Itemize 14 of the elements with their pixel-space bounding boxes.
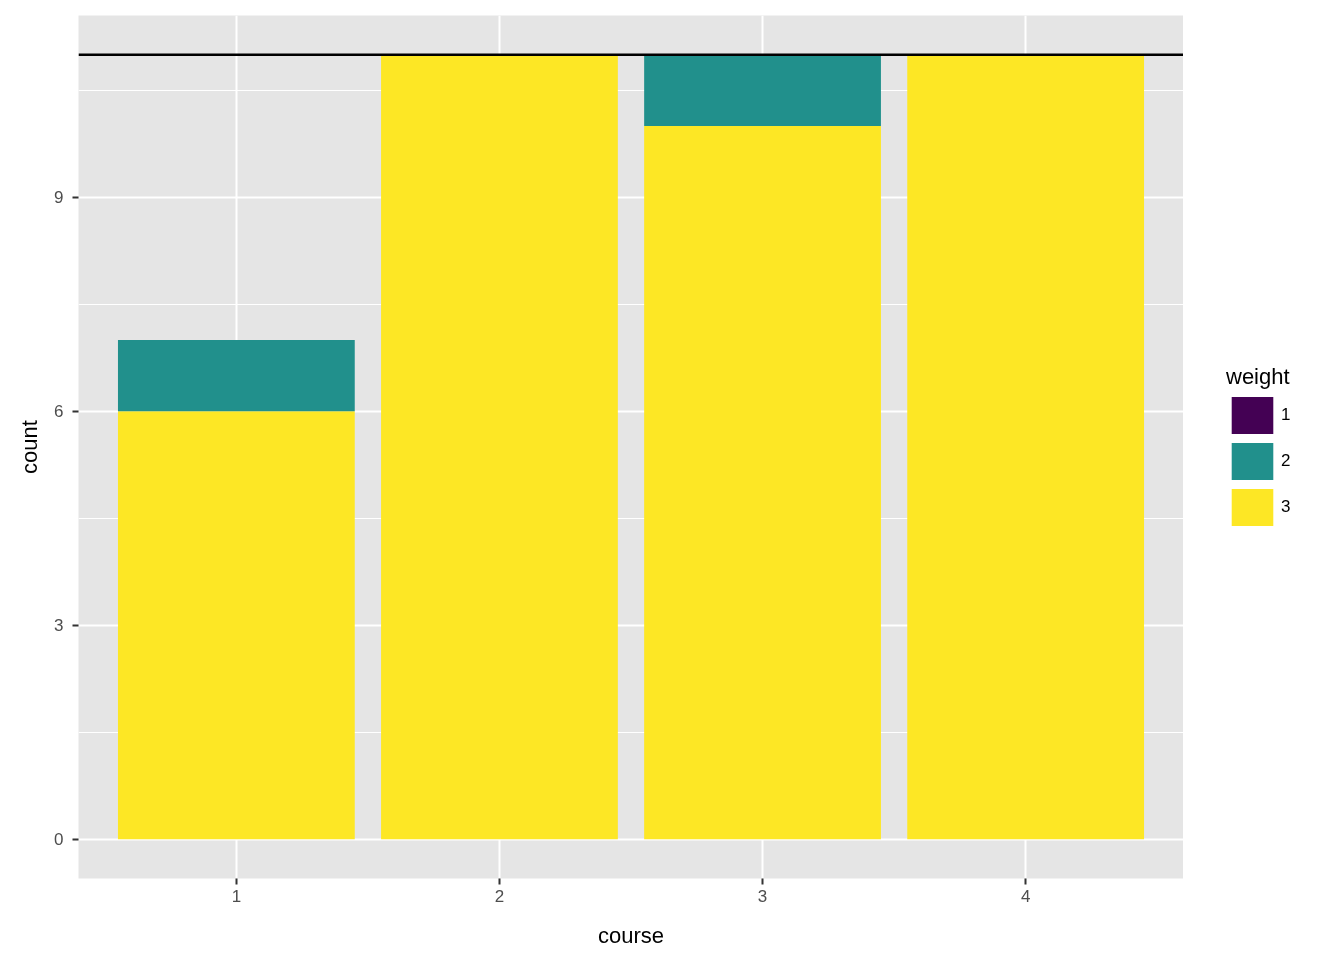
- x-tick-label: 1: [231, 886, 242, 906]
- legend-title: weight: [1226, 363, 1291, 390]
- x-tick-label: 3: [757, 886, 768, 906]
- y-axis-title: count: [17, 420, 43, 474]
- x-axis-title: course: [597, 922, 665, 948]
- y-tick-label: 6: [54, 402, 64, 422]
- y-tick-label: 3: [54, 616, 64, 636]
- legend-label: 1: [1281, 403, 1291, 426]
- y-tick-label: 0: [54, 830, 64, 850]
- legend-label: 2: [1281, 449, 1291, 472]
- y-tick-label: 9: [54, 188, 64, 208]
- x-tick-label: 2: [494, 886, 505, 906]
- legend-label: 3: [1281, 495, 1291, 518]
- x-tick-label: 4: [1020, 886, 1031, 906]
